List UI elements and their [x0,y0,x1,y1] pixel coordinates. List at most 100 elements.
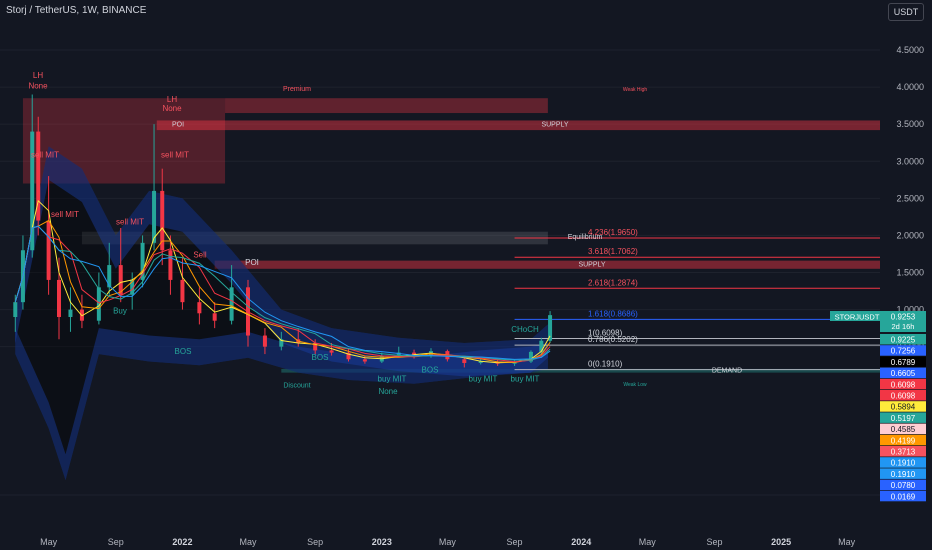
candle-body [346,352,351,360]
candle-body [180,279,185,303]
price-label-text: 0.3713 [891,448,916,457]
supply-zone-2 [214,260,880,269]
countdown-label: 2d 16h [892,322,915,331]
x-tick-label: May [639,537,657,547]
supply-label: SUPPLY [541,121,568,128]
y-tick-label: 2.0000 [896,230,924,240]
annotation-label: sell MIT [161,151,189,160]
x-tick-label: 2025 [771,537,791,547]
price-label-text: 0.6098 [891,380,916,389]
candle-body [160,190,165,251]
weak-low-label: Weak Low [623,382,647,388]
annotation-label: LH [33,71,43,80]
candle-body [13,302,18,317]
annotation-label: BOS [422,366,439,375]
annotation-label: buy MIT [511,375,540,384]
annotation-label: sell MIT [31,151,59,160]
candle-body [30,131,35,251]
lower-band [15,328,548,481]
candle-body [528,351,533,362]
candle-body [313,342,318,351]
last-price-box [880,311,926,332]
price-label-box [880,423,926,435]
price-label-box [880,401,926,412]
candle-body [362,359,367,362]
candle-body [56,279,61,317]
fib-label: 4.236(1.9650) [588,228,638,237]
price-label-box [880,390,926,401]
annotation-label: Sell [193,251,207,260]
supply-zone [156,120,880,131]
y-tick-label: 3.5000 [896,119,924,129]
price-label-box [880,490,926,502]
x-tick-label: May [838,537,856,547]
annotation-label: LH [167,95,177,104]
premium-band [225,98,548,114]
x-tick-label: Sep [706,537,722,547]
fib-label: 2.618(1.2874) [588,278,638,287]
annotation-label: Buy [113,306,127,315]
currency-button[interactable]: USDT [888,3,924,21]
price-label-box [880,367,926,379]
fib-label: 1(0.6098) [588,329,623,338]
candle-body [36,131,41,221]
candle-body [197,302,202,314]
price-label-text: 0.6605 [891,369,916,378]
candle-body [548,315,553,341]
premium-zone [22,98,226,184]
annotation-label: CHoCH [511,325,539,334]
annotation-label: None [162,104,182,113]
candle-body [152,190,157,243]
annotation-label: buy MIT [469,375,498,384]
candle-body [46,220,51,280]
chart-title: Storj / TetherUS, 1W, BINANCE [6,5,147,16]
demand-zone [281,368,881,373]
price-label-box [880,334,926,345]
supply-label-2: SUPPLY [578,262,605,269]
price-label-text: 0.6098 [891,392,916,401]
price-label-box [880,479,926,491]
y-tick-label: 3.0000 [896,156,924,166]
price-label-box [880,378,926,390]
candle-body [539,340,544,352]
annotation-label: BOS [312,353,329,362]
price-label-text: 0.4199 [891,436,916,445]
price-label-box [880,434,926,446]
moving-average-line [14,225,551,360]
annotation-label: None [378,387,398,396]
symbol-label: STORJUSDT [835,313,880,322]
annotation-label: sell MIT [116,217,144,226]
discount-label: Discount [283,382,310,389]
x-tick-label: May [239,537,257,547]
x-tick-label: Sep [507,537,523,547]
y-tick-label: 4.5000 [896,45,924,55]
annotation-label: POI [245,258,259,267]
price-label-box [880,412,926,423]
candle-body [262,335,267,347]
x-tick-label: May [439,537,457,547]
x-tick-label: 2023 [372,537,392,547]
price-label-text: 0.1910 [891,459,916,468]
annotation-label: BOS [175,347,192,356]
candle-body [478,361,483,363]
last-price: 0.9253 [891,313,916,322]
candle-body [229,287,234,321]
candle-body [396,352,401,356]
candle-body [212,313,217,321]
price-label-text: 0.1910 [891,470,916,479]
price-label-text: 0.5894 [891,403,916,412]
equilibrium-zone [81,231,548,245]
x-tick-label: May [40,537,58,547]
x-tick-label: 2024 [571,537,591,547]
weak-high-label: Weak High [623,87,648,93]
y-tick-label: 1.0000 [896,305,924,315]
fib-label: 3.618(1.7062) [588,247,638,256]
price-label-text: 0.6789 [891,358,916,367]
candle-body [96,287,101,321]
y-tick-label: 2.5000 [896,193,924,203]
candle-body [118,265,123,295]
candle-body [279,339,284,347]
price-label-box [880,468,926,479]
candle-body [140,242,145,280]
